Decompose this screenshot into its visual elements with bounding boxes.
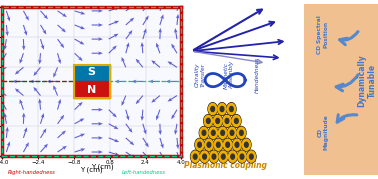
Text: Plasmonic coupling: Plasmonic coupling	[184, 161, 266, 170]
Circle shape	[198, 142, 201, 147]
Circle shape	[200, 127, 208, 138]
Circle shape	[230, 130, 234, 135]
Text: Left-handedness: Left-handedness	[122, 170, 166, 175]
Circle shape	[228, 150, 237, 163]
Circle shape	[235, 142, 239, 147]
Circle shape	[214, 115, 222, 127]
Bar	[74, 65, 110, 81]
Circle shape	[229, 107, 233, 112]
Circle shape	[247, 150, 256, 163]
Text: N: N	[87, 85, 96, 95]
Circle shape	[218, 150, 228, 163]
Circle shape	[225, 118, 229, 124]
Text: Handedness: Handedness	[255, 57, 260, 93]
Circle shape	[238, 151, 246, 162]
Circle shape	[229, 151, 237, 162]
Text: Right-handedness: Right-handedness	[8, 170, 56, 175]
Circle shape	[214, 138, 223, 151]
Circle shape	[210, 151, 218, 162]
Circle shape	[193, 154, 197, 159]
Circle shape	[242, 139, 251, 150]
Circle shape	[202, 130, 206, 135]
Text: Magnetic
Assembly: Magnetic Assembly	[223, 61, 234, 89]
Circle shape	[218, 103, 226, 115]
Circle shape	[223, 115, 231, 127]
Circle shape	[206, 118, 210, 124]
Circle shape	[221, 130, 225, 135]
Circle shape	[214, 139, 222, 150]
Circle shape	[222, 154, 225, 159]
Circle shape	[234, 118, 238, 124]
Circle shape	[232, 115, 240, 127]
Circle shape	[200, 150, 209, 163]
Circle shape	[218, 127, 227, 139]
Circle shape	[216, 118, 220, 124]
Circle shape	[209, 150, 218, 163]
Circle shape	[237, 127, 245, 138]
Circle shape	[249, 154, 253, 159]
Circle shape	[211, 130, 215, 135]
Circle shape	[231, 154, 234, 159]
Text: S: S	[88, 67, 96, 77]
Circle shape	[203, 154, 206, 159]
Circle shape	[205, 139, 213, 150]
Circle shape	[228, 127, 237, 139]
Circle shape	[223, 139, 232, 150]
Circle shape	[217, 103, 227, 115]
Circle shape	[242, 138, 251, 151]
Circle shape	[208, 103, 217, 115]
Text: Y (cm): Y (cm)	[91, 164, 113, 170]
Circle shape	[191, 151, 199, 162]
Circle shape	[218, 127, 227, 138]
Text: Chirality
Transfer: Chirality Transfer	[195, 63, 206, 87]
Circle shape	[245, 142, 248, 147]
Circle shape	[209, 103, 217, 115]
Circle shape	[228, 127, 236, 138]
FancyBboxPatch shape	[301, 0, 378, 179]
Circle shape	[237, 127, 246, 139]
Circle shape	[195, 139, 204, 150]
Circle shape	[209, 127, 217, 138]
Circle shape	[240, 154, 244, 159]
Circle shape	[247, 151, 256, 162]
Circle shape	[232, 115, 241, 127]
Circle shape	[204, 138, 214, 151]
Circle shape	[212, 154, 216, 159]
Circle shape	[240, 130, 243, 135]
Circle shape	[220, 107, 224, 112]
Circle shape	[217, 142, 220, 147]
Bar	[74, 65, 110, 98]
Circle shape	[211, 107, 215, 112]
Text: Dynamically
Tunable: Dynamically Tunable	[357, 55, 376, 107]
Circle shape	[204, 115, 212, 127]
Text: CD
Magnitude: CD Magnitude	[317, 115, 328, 150]
Text: CD Spectral
Position: CD Spectral Position	[317, 15, 328, 54]
Circle shape	[219, 151, 228, 162]
Circle shape	[222, 115, 232, 127]
Circle shape	[204, 115, 213, 127]
X-axis label: Y (cm): Y (cm)	[81, 166, 103, 173]
Circle shape	[199, 127, 209, 139]
Circle shape	[209, 127, 218, 139]
Bar	[74, 81, 110, 98]
Circle shape	[227, 103, 236, 115]
Circle shape	[207, 142, 211, 147]
Circle shape	[191, 150, 200, 163]
Circle shape	[195, 138, 204, 151]
Circle shape	[227, 103, 235, 115]
Circle shape	[226, 142, 229, 147]
Circle shape	[232, 138, 242, 151]
Circle shape	[233, 139, 241, 150]
Circle shape	[213, 115, 222, 127]
Circle shape	[237, 150, 246, 163]
Circle shape	[223, 138, 232, 151]
Circle shape	[200, 151, 209, 162]
